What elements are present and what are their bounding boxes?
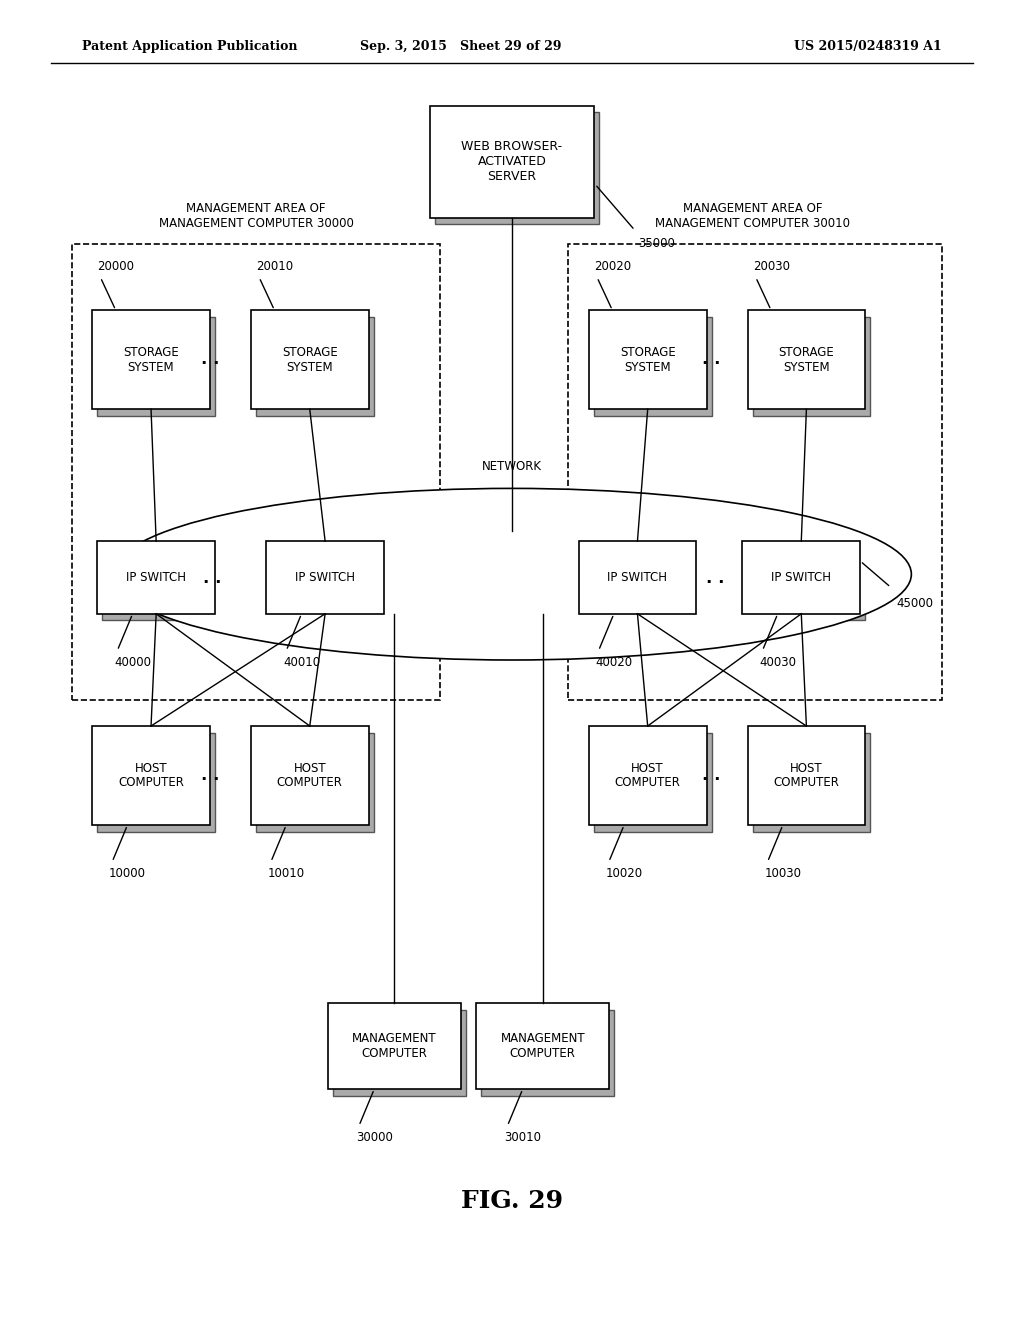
Bar [251,310,369,409]
Text: MANAGEMENT
COMPUTER: MANAGEMENT COMPUTER [501,1032,585,1060]
Bar [742,541,860,614]
Text: 30010: 30010 [505,1131,542,1144]
Text: HOST
COMPUTER: HOST COMPUTER [614,762,681,789]
Text: STORAGE
SYSTEM: STORAGE SYSTEM [282,346,338,374]
Text: HOST
COMPUTER: HOST COMPUTER [276,762,343,789]
Bar [589,726,707,825]
Bar [568,244,942,700]
Bar [594,317,712,416]
Text: 20030: 20030 [753,260,790,273]
Bar [430,106,594,218]
Bar [333,1010,466,1096]
Text: 20000: 20000 [97,260,134,273]
Text: IP SWITCH: IP SWITCH [295,572,355,583]
Text: Sep. 3, 2015   Sheet 29 of 29: Sep. 3, 2015 Sheet 29 of 29 [360,40,561,53]
Text: MANAGEMENT
COMPUTER: MANAGEMENT COMPUTER [352,1032,436,1060]
Ellipse shape [113,488,911,660]
Bar [266,541,384,614]
Bar [753,317,870,416]
Text: NETWORK: NETWORK [482,459,542,473]
Bar [271,548,389,620]
Bar [72,244,440,700]
Bar [256,317,374,416]
Text: 35000: 35000 [638,238,675,249]
Text: 40020: 40020 [595,656,633,669]
Bar [97,541,215,614]
Text: 45000: 45000 [896,597,933,610]
Text: 20020: 20020 [594,260,631,273]
Text: HOST
COMPUTER: HOST COMPUTER [773,762,840,789]
Bar [92,726,210,825]
Text: WEB BROWSER-
ACTIVATED
SERVER: WEB BROWSER- ACTIVATED SERVER [462,140,562,183]
Text: . .: . . [201,350,219,368]
Text: 10010: 10010 [267,867,305,880]
Text: IP SWITCH: IP SWITCH [126,572,186,583]
Bar [97,733,215,832]
Text: . .: . . [706,569,724,587]
Text: 20010: 20010 [256,260,293,273]
Bar [92,310,210,409]
Text: 40000: 40000 [115,656,152,669]
Bar [584,548,701,620]
Text: STORAGE
SYSTEM: STORAGE SYSTEM [123,346,179,374]
Text: 40010: 40010 [283,656,321,669]
Bar [748,548,865,620]
Text: 10030: 10030 [764,867,802,880]
Bar [435,112,599,224]
Text: IP SWITCH: IP SWITCH [771,572,831,583]
Text: MANAGEMENT AREA OF
MANAGEMENT COMPUTER 30010: MANAGEMENT AREA OF MANAGEMENT COMPUTER 3… [655,202,850,230]
Bar [594,733,712,832]
Text: IP SWITCH: IP SWITCH [607,572,668,583]
Bar [748,310,865,409]
Text: STORAGE
SYSTEM: STORAGE SYSTEM [778,346,835,374]
Text: 10020: 10020 [605,867,643,880]
Text: HOST
COMPUTER: HOST COMPUTER [118,762,184,789]
Bar [476,1003,609,1089]
Text: 30000: 30000 [356,1131,393,1144]
Text: US 2015/0248319 A1: US 2015/0248319 A1 [795,40,942,53]
Text: 10000: 10000 [109,867,146,880]
Text: STORAGE
SYSTEM: STORAGE SYSTEM [620,346,676,374]
Bar [753,733,870,832]
Text: Patent Application Publication: Patent Application Publication [82,40,297,53]
Bar [328,1003,461,1089]
Text: . .: . . [702,766,721,784]
Text: . .: . . [201,766,219,784]
Bar [97,317,215,416]
Text: FIG. 29: FIG. 29 [461,1189,563,1213]
Bar [481,1010,614,1096]
Bar [102,548,220,620]
Bar [748,726,865,825]
Bar [579,541,696,614]
Bar [589,310,707,409]
Text: MANAGEMENT AREA OF
MANAGEMENT COMPUTER 30000: MANAGEMENT AREA OF MANAGEMENT COMPUTER 3… [159,202,353,230]
Bar [251,726,369,825]
Text: . .: . . [702,350,721,368]
Text: . .: . . [203,569,221,587]
Bar [256,733,374,832]
Text: 40030: 40030 [759,656,797,669]
